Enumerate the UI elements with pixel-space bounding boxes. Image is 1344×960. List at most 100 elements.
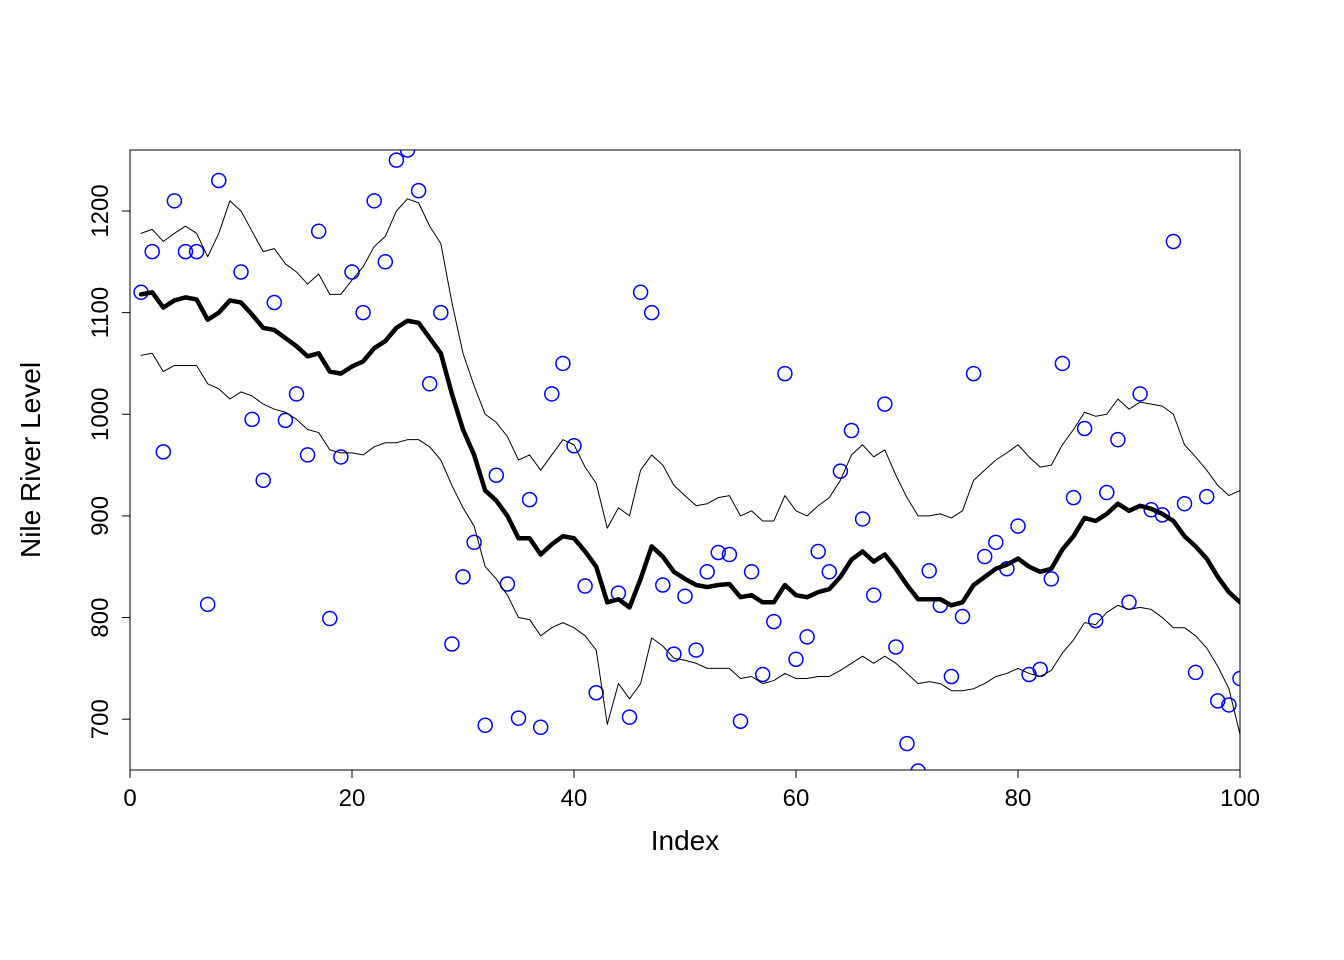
data-point: [678, 589, 692, 603]
data-point: [312, 224, 326, 238]
y-tick-label: 900: [87, 496, 114, 536]
data-point: [1189, 665, 1203, 679]
data-point: [756, 667, 770, 681]
data-point: [534, 720, 548, 734]
data-point: [578, 579, 592, 593]
data-point: [689, 643, 703, 657]
data-point: [800, 630, 814, 644]
data-point: [1044, 572, 1058, 586]
data-point: [623, 710, 637, 724]
y-tick-label: 700: [87, 699, 114, 739]
data-point: [856, 512, 870, 526]
data-point: [556, 356, 570, 370]
data-point: [156, 445, 170, 459]
data-point: [967, 367, 981, 381]
data-point: [512, 711, 526, 725]
data-point: [1200, 490, 1214, 504]
data-point: [767, 615, 781, 629]
data-point: [301, 448, 315, 462]
data-point: [478, 718, 492, 732]
y-axis-label: Nile River Level: [15, 362, 46, 558]
data-point: [889, 640, 903, 654]
data-point: [645, 306, 659, 320]
data-point: [245, 412, 259, 426]
data-point: [589, 686, 603, 700]
data-point: [989, 535, 1003, 549]
data-point: [367, 194, 381, 208]
data-point: [356, 306, 370, 320]
data-point: [978, 550, 992, 564]
x-tick-label: 80: [1005, 785, 1032, 812]
y-tick-label: 1100: [87, 287, 114, 339]
data-point: [190, 245, 204, 259]
y-tick-label: 1200: [87, 184, 114, 237]
data-point: [167, 194, 181, 208]
data-point: [500, 577, 514, 591]
data-point: [1178, 497, 1192, 511]
data-point: [833, 464, 847, 478]
upper-line: [141, 199, 1240, 528]
data-point: [1055, 356, 1069, 370]
x-tick-label: 20: [339, 785, 366, 812]
data-point: [700, 565, 714, 579]
x-tick-label: 40: [561, 785, 588, 812]
data-point: [445, 637, 459, 651]
plot-box: [130, 150, 1240, 770]
x-axis-label: Index: [651, 825, 720, 856]
mean-line: [141, 292, 1240, 607]
y-tick-label: 1000: [87, 388, 114, 441]
data-point: [789, 652, 803, 666]
data-point: [201, 597, 215, 611]
data-point: [1100, 486, 1114, 500]
data-point: [1111, 433, 1125, 447]
data-point: [434, 306, 448, 320]
data-point: [845, 424, 859, 438]
data-point: [944, 669, 958, 683]
x-tick-label: 100: [1220, 785, 1260, 812]
data-point: [290, 387, 304, 401]
data-point: [456, 570, 470, 584]
data-point: [223, 31, 237, 45]
data-point: [778, 367, 792, 381]
data-point: [878, 397, 892, 411]
data-point: [1011, 519, 1025, 533]
data-point: [656, 578, 670, 592]
data-point: [956, 610, 970, 624]
data-point: [423, 377, 437, 391]
scatter-points: [134, 31, 1247, 960]
data-point: [412, 184, 426, 198]
data-point: [378, 255, 392, 269]
data-point: [1166, 234, 1180, 248]
data-point: [922, 564, 936, 578]
data-point: [256, 473, 270, 487]
data-point: [867, 588, 881, 602]
x-tick-label: 0: [123, 785, 136, 812]
data-point: [179, 245, 193, 259]
data-point: [212, 173, 226, 187]
data-point: [745, 565, 759, 579]
data-point: [1089, 614, 1103, 628]
data-point: [234, 265, 248, 279]
data-point: [900, 737, 914, 751]
data-point: [734, 714, 748, 728]
x-tick-label: 60: [783, 785, 810, 812]
data-point: [345, 265, 359, 279]
data-point: [489, 468, 503, 482]
data-point: [1133, 387, 1147, 401]
y-tick-label: 800: [87, 598, 114, 638]
data-point: [545, 387, 559, 401]
data-point: [523, 493, 537, 507]
data-point: [811, 544, 825, 558]
data-point: [911, 764, 925, 778]
data-point: [1078, 421, 1092, 435]
data-point: [323, 612, 337, 626]
data-point: [822, 565, 836, 579]
data-point: [145, 245, 159, 259]
data-point: [267, 295, 281, 309]
lower-line: [141, 353, 1240, 734]
data-point: [1067, 491, 1081, 505]
data-point: [634, 285, 648, 299]
nile-chart: 0 20 40 60 80 100 700 800 900 1000 1100 1200 Index Ni…: [0, 0, 1344, 960]
chart-container: 0 20 40 60 80 100 700 800 900 1000 1100 1200 Index Ni…: [0, 0, 1344, 960]
data-point: [389, 153, 403, 167]
